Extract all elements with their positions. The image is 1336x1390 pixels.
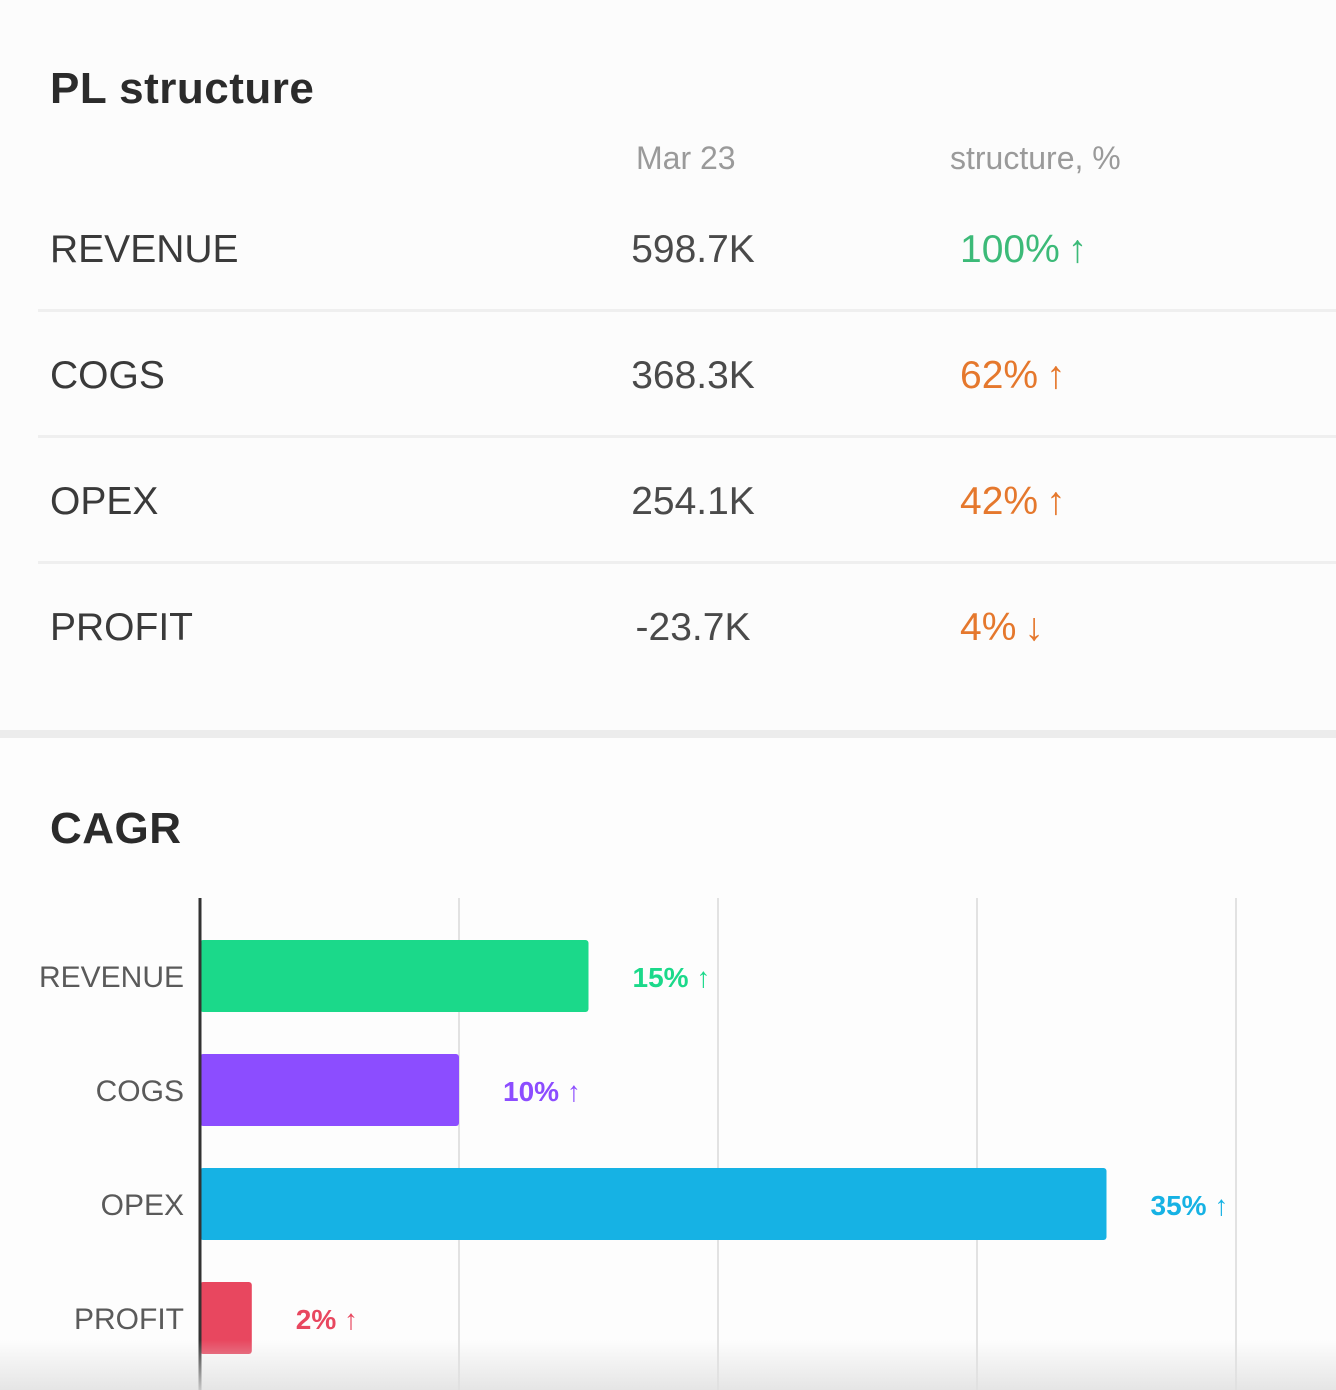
bar [200,1054,459,1126]
arrow-up-icon: ↑ [1046,354,1066,397]
row-structure-pct: 62% ↑ [960,354,1066,398]
column-header-structure: structure, % [950,140,1121,176]
data-label: 35% ↑ [1151,1190,1229,1221]
pl-row-revenue: REVENUE 598.7K 100% ↑ [38,186,1336,312]
row-amount: 368.3K [631,354,755,397]
row-structure-pct: 42% ↑ [960,480,1066,524]
pct-value: 62% [960,354,1039,397]
row-amount: 254.1K [631,480,755,523]
column-header-period: Mar 23 [636,140,736,176]
section-divider [0,730,1336,738]
category-label: COGS [96,1075,184,1108]
row-structure-pct: 100% ↑ [960,228,1087,272]
row-amount: 598.7K [631,228,755,271]
pl-structure-card: PL structure Mar 23 structure, % REVENUE… [38,64,1336,690]
pct-value: 42% [960,480,1039,523]
row-divider [38,435,1336,438]
pl-row-cogs: COGS 368.3K 62% ↑ [38,312,1336,438]
cagr-title: CAGR [50,804,182,853]
pct-value: 100% [960,228,1060,271]
data-label: 10% ↑ [503,1076,581,1107]
bar [200,940,589,1012]
arrow-up-icon: ↑ [1067,228,1088,271]
arrow-down-icon: ↓ [1024,606,1044,649]
cagr-card: CAGR REVENUE 15% ↑ COGS 10% ↑ OPEX 35% ↑ PROFI… [0,738,1336,1390]
row-divider [38,309,1336,312]
data-label: 2% ↑ [296,1304,358,1335]
pl-row-opex: OPEX 254.1K 42% ↑ [38,438,1336,564]
row-label: PROFIT [50,606,193,649]
row-label: COGS [50,354,165,397]
pl-row-profit: PROFIT -23.7K 4% ↓ [38,564,1336,690]
bar [200,1168,1107,1240]
row-divider [38,561,1336,564]
category-label: REVENUE [39,961,184,994]
data-label: 15% ↑ [633,962,711,993]
category-label: OPEX [101,1189,184,1222]
category-label: PROFIT [74,1303,184,1336]
bar [200,1282,252,1354]
cagr-bar-chart: REVENUE 15% ↑ COGS 10% ↑ OPEX 35% ↑ PROFIT 2% ↑ [39,898,1237,1390]
row-structure-pct: 4% ↓ [960,606,1044,650]
row-amount: -23.7K [635,606,751,649]
pl-structure-title: PL structure [50,64,315,113]
arrow-up-icon: ↑ [1046,480,1066,523]
row-label: OPEX [50,480,159,523]
row-label: REVENUE [50,228,239,271]
pct-value: 4% [960,606,1017,649]
